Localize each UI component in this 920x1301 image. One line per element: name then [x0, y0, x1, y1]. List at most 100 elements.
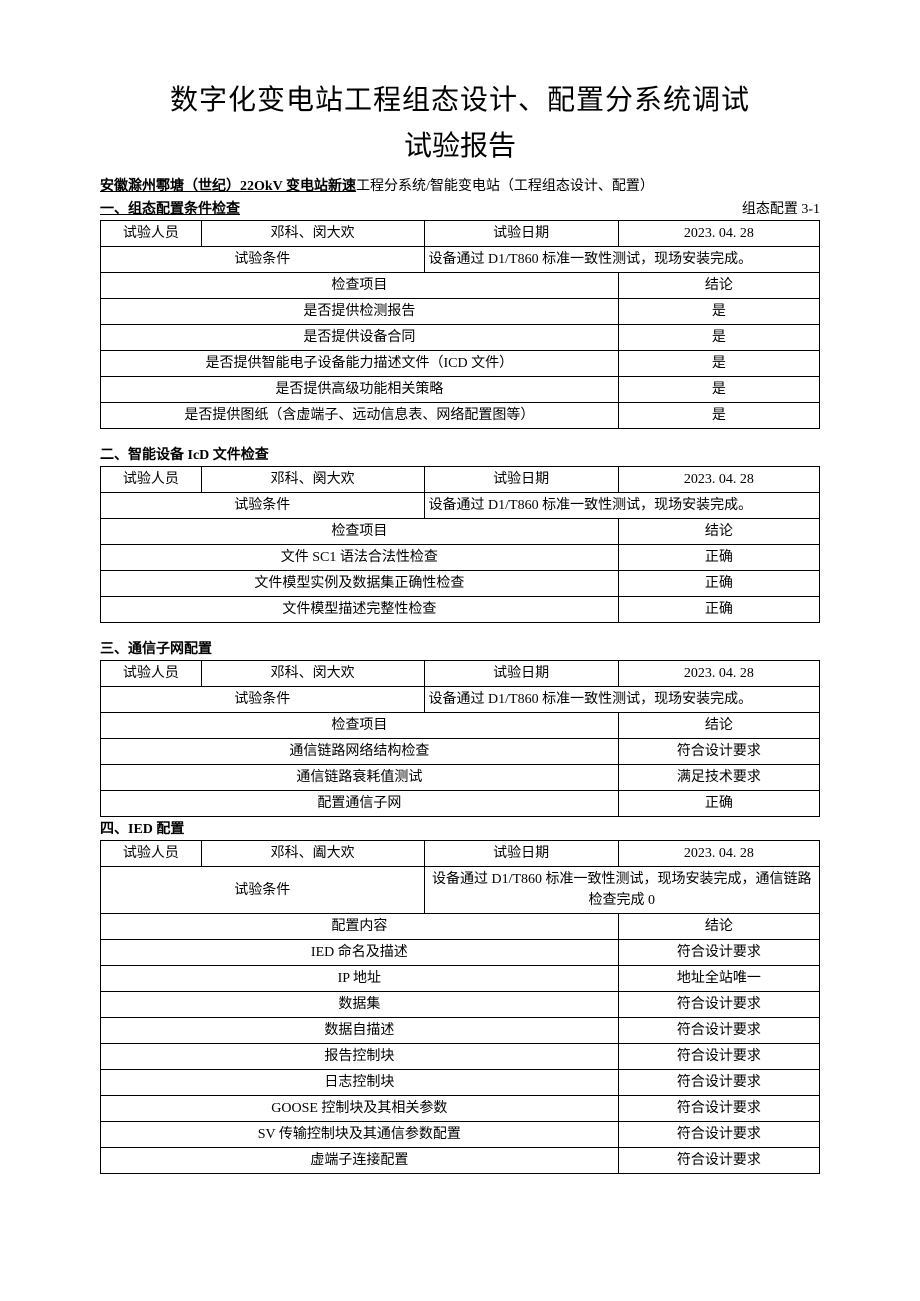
table-row: 是否提供检测报告是 — [101, 299, 820, 325]
table-row: 通信链路衰耗值测试满足技术要求 — [101, 765, 820, 791]
label-condition: 试验条件 — [101, 687, 425, 713]
result-cell: 正确 — [618, 597, 819, 623]
result-cell: 符合设计要求 — [618, 940, 819, 966]
item-cell: 是否提供智能电子设备能力描述文件（ICD 文件） — [101, 351, 619, 377]
result-cell: 正确 — [618, 791, 819, 817]
value-person: 邓科、阖大欢 — [201, 841, 424, 867]
result-cell: 符合设计要求 — [618, 739, 819, 765]
table-row: 试验人员 邓科、阕大欢 试验日期 2023. 04. 28 — [101, 467, 820, 493]
label-condition: 试验条件 — [101, 867, 425, 914]
result-cell: 是 — [618, 325, 819, 351]
item-cell: 是否提供检测报告 — [101, 299, 619, 325]
result-cell: 符合设计要求 — [618, 992, 819, 1018]
item-cell: 文件 SC1 语法合法性检查 — [101, 545, 619, 571]
table-row: 文件模型实例及数据集正确性检查正确 — [101, 571, 820, 597]
section3-heading: 三、通信子网配置 — [100, 639, 820, 660]
table-row: 文件 SC1 语法合法性检查正确 — [101, 545, 820, 571]
table-row: 通信链路网络结构检查符合设计要求 — [101, 739, 820, 765]
table-row: 检查项目 结论 — [101, 713, 820, 739]
doc-title-line1: 数字化变电站工程组态设计、配置分系统调试 — [100, 80, 820, 122]
table-row: 是否提供智能电子设备能力描述文件（ICD 文件）是 — [101, 351, 820, 377]
result-cell: 是 — [618, 351, 819, 377]
section3-table: 试验人员 邓科、闵大欢 试验日期 2023. 04. 28 试验条件 设备通过 … — [100, 660, 820, 817]
result-cell: 满足技术要求 — [618, 765, 819, 791]
label-date: 试验日期 — [424, 841, 618, 867]
label-condition: 试验条件 — [101, 247, 425, 273]
intro-line: 安徽滁州鄠塘（世纪）22OkV 变电站新速工程分系统/智能变电站（工程组态设计、… — [100, 176, 820, 197]
result-cell: 正确 — [618, 571, 819, 597]
item-cell: IED 命名及描述 — [101, 940, 619, 966]
value-condition: 设备通过 D1/T860 标准一致性测试，现场安装完成。 — [424, 687, 819, 713]
item-cell: 虚端子连接配置 — [101, 1148, 619, 1174]
value-date: 2023. 04. 28 — [618, 661, 819, 687]
value-condition: 设备通过 D1/T860 标准一致性测试，现场安装完成。 — [424, 247, 819, 273]
section2-heading: 二、智能设备 IcD 文件检查 — [100, 445, 820, 466]
item-cell: IP 地址 — [101, 966, 619, 992]
item-cell: 通信链路衰耗值测试 — [101, 765, 619, 791]
label-date: 试验日期 — [424, 661, 618, 687]
result-cell: 是 — [618, 377, 819, 403]
value-person: 邓科、闵大欢 — [201, 221, 424, 247]
item-cell: 是否提供设备合同 — [101, 325, 619, 351]
label-check-item: 检查项目 — [101, 273, 619, 299]
section1-header-row: 一、组态配置条件检查 组态配置 3-1 — [100, 199, 820, 220]
item-cell: 数据集 — [101, 992, 619, 1018]
label-person: 试验人员 — [101, 221, 202, 247]
section1-table: 试验人员 邓科、闵大欢 试验日期 2023. 04. 28 试验条件 设备通过 … — [100, 220, 820, 429]
value-condition: 设备通过 D1/T860 标准一致性测试，现场安装完成，通信链路检查完成 0 — [424, 867, 819, 914]
table-row: 是否提供高级功能相关策略是 — [101, 377, 820, 403]
label-condition: 试验条件 — [101, 493, 425, 519]
result-cell: 符合设计要求 — [618, 1096, 819, 1122]
item-cell: 报告控制块 — [101, 1044, 619, 1070]
section1-heading: 一、组态配置条件检查 — [100, 199, 240, 220]
item-cell: 配置通信子网 — [101, 791, 619, 817]
result-cell: 符合设计要求 — [618, 1148, 819, 1174]
value-person: 邓科、闵大欢 — [201, 661, 424, 687]
value-person: 邓科、阕大欢 — [201, 467, 424, 493]
table-row: 日志控制块符合设计要求 — [101, 1070, 820, 1096]
result-cell: 符合设计要求 — [618, 1070, 819, 1096]
table-row: 试验条件 设备通过 D1/T860 标准一致性测试，现场安装完成。 — [101, 687, 820, 713]
table-row: 试验条件 设备通过 D1/T860 标准一致性测试，现场安装完成。 — [101, 247, 820, 273]
table-row: 试验人员 邓科、闵大欢 试验日期 2023. 04. 28 — [101, 221, 820, 247]
value-date: 2023. 04. 28 — [618, 841, 819, 867]
table-row: GOOSE 控制块及其相关参数符合设计要求 — [101, 1096, 820, 1122]
table-row: SV 传输控制块及其通信参数配置符合设计要求 — [101, 1122, 820, 1148]
table-row: 试验条件 设备通过 D1/T860 标准一致性测试，现场安装完成。 — [101, 493, 820, 519]
table-row: 配置内容 结论 — [101, 914, 820, 940]
item-cell: 文件模型描述完整性检查 — [101, 597, 619, 623]
table-row: IED 命名及描述符合设计要求 — [101, 940, 820, 966]
result-cell: 是 — [618, 403, 819, 429]
label-person: 试验人员 — [101, 661, 202, 687]
table-row: 数据自描述符合设计要求 — [101, 1018, 820, 1044]
table-row: 文件模型描述完整性检查正确 — [101, 597, 820, 623]
label-person: 试验人员 — [101, 467, 202, 493]
item-cell: 通信链路网络结构检查 — [101, 739, 619, 765]
result-cell: 地址全站唯一 — [618, 966, 819, 992]
value-date: 2023. 04. 28 — [618, 467, 819, 493]
table-row: 检查项目 结论 — [101, 519, 820, 545]
label-check-item: 检查项目 — [101, 519, 619, 545]
result-cell: 是 — [618, 299, 819, 325]
doc-title-line2: 试验报告 — [100, 126, 820, 168]
label-conclusion: 结论 — [618, 519, 819, 545]
table-row: 配置通信子网正确 — [101, 791, 820, 817]
label-conclusion: 结论 — [618, 273, 819, 299]
table-row: 检查项目 结论 — [101, 273, 820, 299]
result-cell: 符合设计要求 — [618, 1018, 819, 1044]
label-person: 试验人员 — [101, 841, 202, 867]
section4-table: 试验人员 邓科、阖大欢 试验日期 2023. 04. 28 试验条件 设备通过 … — [100, 840, 820, 1174]
table-row: 数据集符合设计要求 — [101, 992, 820, 1018]
intro-rest: 工程分系统/智能变电站（工程组态设计、配置） — [356, 179, 654, 194]
item-cell: 文件模型实例及数据集正确性检查 — [101, 571, 619, 597]
label-config-item: 配置内容 — [101, 914, 619, 940]
table-row: 虚端子连接配置符合设计要求 — [101, 1148, 820, 1174]
item-cell: GOOSE 控制块及其相关参数 — [101, 1096, 619, 1122]
value-condition: 设备通过 D1/T860 标准一致性测试，现场安装完成。 — [424, 493, 819, 519]
result-cell: 符合设计要求 — [618, 1044, 819, 1070]
section2-table: 试验人员 邓科、阕大欢 试验日期 2023. 04. 28 试验条件 设备通过 … — [100, 466, 820, 623]
result-cell: 符合设计要求 — [618, 1122, 819, 1148]
item-cell: 数据自描述 — [101, 1018, 619, 1044]
item-cell: 是否提供高级功能相关策略 — [101, 377, 619, 403]
label-check-item: 检查项目 — [101, 713, 619, 739]
